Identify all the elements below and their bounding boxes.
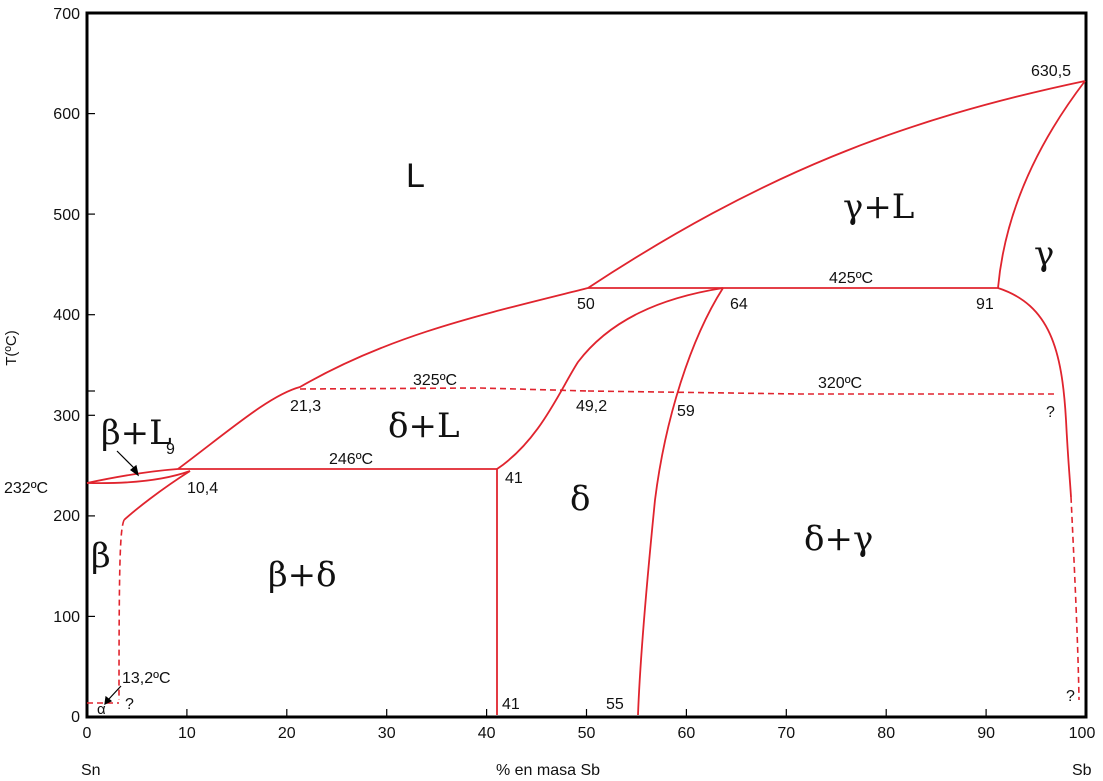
region-delta-liquid: δ+L <box>388 406 460 446</box>
comp-55: 55 <box>606 696 624 713</box>
pointer-arrows <box>104 450 139 706</box>
question-mark-320: ? <box>1046 404 1055 421</box>
line-320-dashed <box>587 390 1058 395</box>
comp-49: 49,2 <box>576 398 607 415</box>
y-tick-label: 300 <box>53 408 80 425</box>
y-tick-label: 200 <box>53 508 80 525</box>
y-tick-label: 400 <box>53 307 80 324</box>
y-axis-label: T(ºC) <box>3 330 20 365</box>
gamma-solidus <box>997 80 1086 289</box>
delta-boundary-left <box>496 287 724 470</box>
temp-325: 325ºC <box>413 372 457 389</box>
y-tick-label: 0 <box>71 709 80 726</box>
comp-9: 9 <box>166 441 175 458</box>
y-tick-label: 500 <box>53 207 80 224</box>
delta-boundary-right <box>637 287 724 716</box>
question-mark-gamma-bottom: ? <box>1066 688 1075 705</box>
beta-solvus <box>123 470 191 521</box>
x-tick-label: 40 <box>478 725 496 742</box>
liquidus-left <box>177 287 589 470</box>
comp-10: 10,4 <box>187 480 218 497</box>
x-axis-label: % en masa Sb <box>496 762 600 779</box>
gamma-solvus <box>997 287 1072 498</box>
region-gamma-liquid: γ+L <box>843 187 914 227</box>
y-tick-label: 700 <box>53 6 80 23</box>
region-gamma: γ <box>1034 234 1054 274</box>
x-tick-label: 90 <box>977 725 995 742</box>
beta-liquidus <box>86 468 179 484</box>
region-beta-liquid: β+L <box>101 413 172 453</box>
phase-boundaries <box>86 80 1086 716</box>
comp-41-top: 41 <box>505 470 523 487</box>
comp-59: 59 <box>677 403 695 420</box>
gamma-solvus-dashed <box>1070 496 1080 701</box>
y-axis-ticks <box>87 112 95 618</box>
temp-sn-melting: 232ºC <box>4 480 48 497</box>
arrow-13c <box>107 685 122 701</box>
temp-425: 425ºC <box>829 270 873 287</box>
x-tick-label: 20 <box>278 725 296 742</box>
region-alpha: α <box>97 701 106 718</box>
comp-21: 21,3 <box>290 398 321 415</box>
region-liquid: L <box>406 157 425 195</box>
beta-solidus <box>86 470 191 485</box>
temp-320: 320ºC <box>818 375 862 392</box>
line-325-dashed <box>299 387 589 392</box>
region-delta-gamma: δ+γ <box>804 519 873 559</box>
temp-sb-melting: 630,5 <box>1031 63 1071 80</box>
comp-50: 50 <box>577 296 595 313</box>
comp-41-bottom: 41 <box>502 696 520 713</box>
arrow-beta-liquid-head <box>130 464 139 477</box>
y-tick-labels: 0 100 200 300 400 500 600 700 <box>53 6 80 726</box>
x-tick-label: 70 <box>777 725 795 742</box>
comp-64: 64 <box>730 296 748 313</box>
x-tick-label: 60 <box>678 725 696 742</box>
liquidus-right <box>587 80 1086 289</box>
x-tick-label: 10 <box>178 725 196 742</box>
x-axis-ticks <box>186 709 987 717</box>
x-tick-label: 100 <box>1069 725 1096 742</box>
x-tick-labels: 0 10 20 30 40 50 60 70 80 90 100 <box>83 725 1096 742</box>
x-tick-label: 80 <box>877 725 895 742</box>
x-tick-label: 0 <box>83 725 92 742</box>
arrow-13c-head <box>104 695 113 706</box>
temp-246: 246ºC <box>329 451 373 468</box>
left-element-label: Sn <box>81 762 101 779</box>
region-beta: β <box>91 536 111 576</box>
arrow-beta-liquid <box>116 450 137 471</box>
beta-solvus-dashed <box>118 519 125 701</box>
region-beta-delta: β+δ <box>268 555 337 595</box>
question-mark-alpha: ? <box>125 696 134 713</box>
y-tick-label: 100 <box>53 609 80 626</box>
comp-91: 91 <box>976 296 994 313</box>
x-tick-label: 30 <box>378 725 396 742</box>
x-tick-label: 50 <box>578 725 596 742</box>
right-element-label: Sb <box>1072 762 1092 779</box>
temp-13: 13,2ºC <box>122 670 171 687</box>
region-delta: δ <box>570 479 590 519</box>
y-tick-label: 600 <box>53 106 80 123</box>
